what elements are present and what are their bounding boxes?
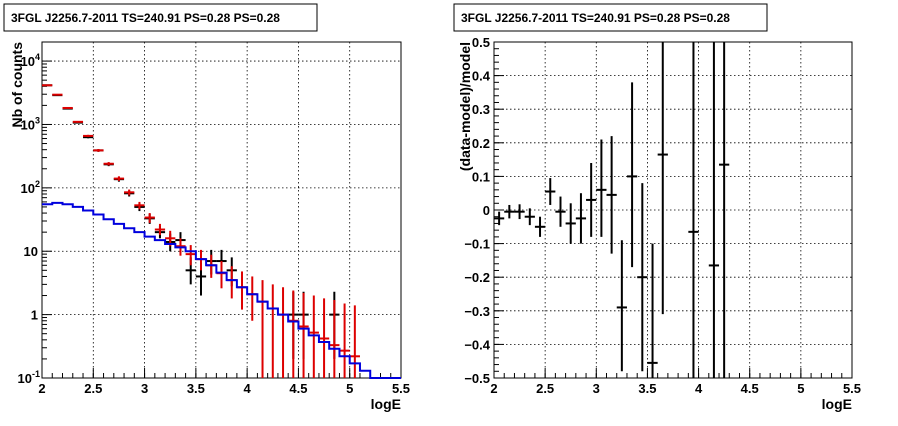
residual-y-tick-label: −0.2 — [464, 270, 490, 285]
residual-y-tick-label: −0.3 — [464, 304, 490, 319]
residual-y-tick-label: −0.1 — [464, 237, 490, 252]
residual-y-tick-label: 0.2 — [472, 136, 490, 151]
counts-title-box — [3, 3, 318, 32]
counts-y-tick-label: 103 — [21, 115, 40, 132]
counts-model-histogram — [42, 201, 401, 379]
counts-y-tick-label: 10-1 — [18, 369, 40, 386]
residual-data-point — [596, 139, 607, 237]
residual-x-tick-label: 4 — [695, 381, 703, 396]
residual-y-tick-label: 0.1 — [472, 169, 490, 184]
counts-data-point — [349, 305, 360, 378]
counts-title: 3FGL J2256.7-2011 TS=240.91 PS=0.28 PS=0… — [11, 11, 280, 25]
counts-data-point — [62, 106, 73, 109]
counts-y-axis-label: Nb of counts — [9, 42, 25, 128]
residual-data-point — [626, 82, 638, 268]
counts-data-point — [185, 245, 196, 266]
residual-data-point — [637, 183, 648, 372]
counts-data-point — [52, 93, 63, 96]
residual-grid — [494, 42, 852, 378]
residual-data-point — [647, 243, 658, 378]
counts-data-point — [113, 176, 125, 182]
counts-data-point — [329, 300, 340, 378]
counts-x-tick-label: 5 — [346, 381, 353, 396]
residual-x-tick-label: 3 — [593, 381, 600, 396]
counts-x-tick-label: 2.5 — [84, 381, 102, 396]
residual-data-point — [565, 203, 576, 244]
counts-x-tick-label: 5.5 — [392, 381, 410, 396]
counts-data-point — [42, 84, 53, 87]
residual-data-point — [657, 42, 668, 315]
counts-x-axis-label: logE — [371, 396, 401, 412]
counts-panel: 2 2.5 3 3.5 4 4.5 5 5.5 10-1 1 10 102 103 104 3FGL J2… — [3, 3, 411, 412]
residual-data-point — [555, 196, 566, 227]
residual-panel: 2 2.5 3 3.5 4 4.5 5 5.5 −0.5 −0.4 −0.3 −0.2 −0.1 0 0.1… — [453, 3, 861, 412]
residual-y-tick-label: −0.5 — [464, 371, 490, 386]
counts-data-point — [103, 162, 114, 166]
residual-plot-frame — [493, 41, 853, 379]
counts-x-tick-label: 3.5 — [187, 381, 205, 396]
residual-x-tick-label: 2 — [490, 381, 497, 396]
counts-data-point — [339, 303, 350, 378]
counts-data-point — [308, 295, 319, 378]
counts-y-tick-label: 104 — [21, 52, 40, 69]
residual-data-point — [494, 211, 505, 226]
residual-y-tick-label: 0.4 — [472, 69, 491, 84]
counts-data-point — [124, 189, 135, 196]
counts-data-point — [154, 223, 166, 236]
counts-ticks: 2 2.5 3 3.5 4 4.5 5 5.5 10-1 1 10 102 103 104 — [18, 52, 411, 396]
counts-grid — [42, 42, 401, 378]
counts-data-point — [144, 213, 155, 223]
residual-y-tick-label: 0.5 — [472, 35, 490, 50]
counts-y-tick-label: 102 — [21, 179, 40, 196]
residual-y-axis-label: (data-model)/model — [457, 42, 473, 171]
residual-data-point — [524, 208, 535, 226]
counts-x-tick-label: 2 — [38, 381, 45, 396]
counts-data-point — [83, 134, 94, 138]
residual-data-point — [534, 216, 546, 237]
counts-x-tick-label: 4 — [244, 381, 252, 396]
residual-data-point — [504, 204, 515, 219]
residual-title: 3FGL J2256.7-2011 TS=240.91 PS=0.28 PS=0… — [461, 11, 730, 25]
residual-data-point — [708, 42, 720, 378]
residual-y-tick-label: −0.4 — [464, 337, 490, 352]
counts-plot-frame — [41, 41, 402, 379]
counts-data-point — [318, 298, 330, 378]
counts-x-tick-label: 3 — [141, 381, 148, 396]
residual-data-point — [514, 204, 525, 220]
residual-data-point — [616, 240, 627, 372]
residual-data-point — [586, 162, 597, 237]
residual-y-tick-label: 0 — [483, 203, 490, 218]
counts-data-point — [93, 149, 104, 152]
counts-data-point — [134, 201, 145, 210]
residual-data-point — [575, 193, 587, 244]
counts-marks — [42, 84, 401, 379]
counts-data-point — [298, 292, 309, 378]
residual-x-tick-label: 5 — [797, 381, 804, 396]
residual-title-box — [453, 3, 768, 32]
residual-data-point — [688, 42, 699, 378]
residual-x-tick-label: 2.5 — [536, 381, 554, 396]
counts-x-tick-label: 4.5 — [289, 381, 307, 396]
residual-x-tick-label: 4.5 — [741, 381, 759, 396]
residual-data-point — [606, 136, 617, 254]
residual-x-tick-label: 3.5 — [638, 381, 656, 396]
counts-y-tick-label: 10 — [24, 244, 38, 259]
residual-x-tick-label: 5.5 — [843, 381, 861, 396]
counts-y-tick-label: 1 — [31, 308, 38, 323]
residual-ticks: 2 2.5 3 3.5 4 4.5 5 5.5 −0.5 −0.4 −0.3 −0.2 −0.1 0 0.1… — [464, 35, 861, 396]
residual-data-point — [545, 178, 556, 205]
counts-data-point — [72, 120, 84, 123]
residual-y-tick-label: 0.3 — [472, 102, 490, 117]
residual-x-axis-label: logE — [822, 396, 852, 412]
residual-marks — [494, 42, 730, 378]
residual-data-point — [719, 42, 730, 378]
